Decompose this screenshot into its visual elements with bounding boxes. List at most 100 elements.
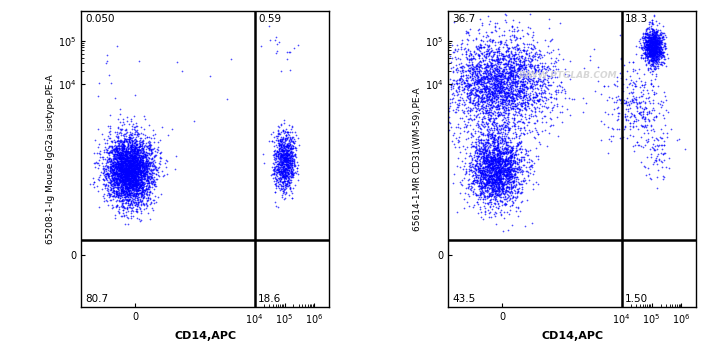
Point xyxy=(539,66,551,71)
Point xyxy=(117,145,129,151)
Point xyxy=(124,155,136,161)
Point xyxy=(137,146,148,152)
Point xyxy=(466,144,477,149)
Point xyxy=(473,150,484,156)
Point xyxy=(532,62,543,68)
Point xyxy=(107,163,119,169)
Point xyxy=(653,63,664,69)
Point xyxy=(492,182,503,188)
Point xyxy=(640,55,651,60)
Point xyxy=(472,128,484,134)
Point xyxy=(132,161,143,166)
Point xyxy=(128,152,139,158)
Point xyxy=(131,191,142,196)
Point xyxy=(117,161,129,166)
Point xyxy=(115,158,127,164)
Point xyxy=(472,134,484,140)
Point xyxy=(487,188,498,193)
Point xyxy=(512,61,523,67)
Point xyxy=(511,169,522,175)
Point xyxy=(502,106,513,112)
Point xyxy=(489,68,500,74)
Point xyxy=(645,49,656,55)
Point xyxy=(133,194,144,200)
Point xyxy=(509,103,520,109)
Point xyxy=(521,71,532,76)
Point xyxy=(129,187,140,193)
Point xyxy=(134,157,145,163)
Point xyxy=(485,91,496,97)
Point xyxy=(484,46,495,51)
Point xyxy=(488,156,499,161)
Point xyxy=(517,84,528,89)
Point xyxy=(286,160,298,166)
Point xyxy=(144,139,155,144)
Point xyxy=(653,143,664,149)
Point xyxy=(653,156,665,162)
Point xyxy=(471,199,482,205)
Point xyxy=(510,84,521,89)
Point xyxy=(124,191,135,196)
Point xyxy=(492,48,503,54)
Point xyxy=(655,44,666,50)
Point xyxy=(503,46,514,51)
Point xyxy=(491,67,502,73)
Point xyxy=(109,216,120,221)
Point xyxy=(471,78,482,84)
Point xyxy=(279,165,291,171)
Point xyxy=(115,187,127,193)
Point xyxy=(280,190,291,196)
Point xyxy=(132,157,143,163)
Point xyxy=(501,48,512,54)
Point xyxy=(647,42,658,48)
Point xyxy=(474,72,486,78)
Point xyxy=(286,166,297,171)
Point xyxy=(547,70,558,75)
Point xyxy=(112,148,124,154)
Point xyxy=(487,154,498,160)
Point xyxy=(468,63,479,69)
Point xyxy=(481,180,492,185)
Point xyxy=(645,39,657,45)
Point xyxy=(138,169,149,175)
Point xyxy=(117,154,129,160)
Point xyxy=(497,202,508,208)
Point xyxy=(140,152,151,158)
Point xyxy=(469,86,480,91)
Point xyxy=(528,94,539,100)
Point xyxy=(127,139,138,144)
Point xyxy=(476,183,487,189)
Point xyxy=(140,183,151,189)
Point xyxy=(532,62,544,68)
Point xyxy=(279,171,291,176)
Point xyxy=(115,188,127,193)
Point xyxy=(104,184,115,190)
Point xyxy=(485,56,496,62)
Point xyxy=(496,165,507,171)
Point xyxy=(457,69,469,75)
Point xyxy=(641,31,652,37)
Point xyxy=(141,163,153,169)
Point xyxy=(644,50,655,56)
Point xyxy=(118,174,129,180)
Point xyxy=(481,167,492,172)
Point xyxy=(130,182,141,188)
Point xyxy=(467,178,478,184)
Point xyxy=(655,55,667,61)
Point xyxy=(493,184,505,190)
Point xyxy=(515,95,526,101)
Point xyxy=(126,166,137,172)
Point xyxy=(134,171,145,177)
Point xyxy=(514,62,525,68)
Point xyxy=(135,183,146,189)
Point xyxy=(474,165,485,170)
Point xyxy=(127,157,138,163)
Point xyxy=(477,185,488,191)
Point xyxy=(122,172,133,178)
Point xyxy=(110,188,121,194)
Point xyxy=(124,180,135,186)
Point xyxy=(460,48,472,54)
Point xyxy=(122,186,134,192)
Point xyxy=(501,173,513,178)
Point xyxy=(492,159,503,165)
